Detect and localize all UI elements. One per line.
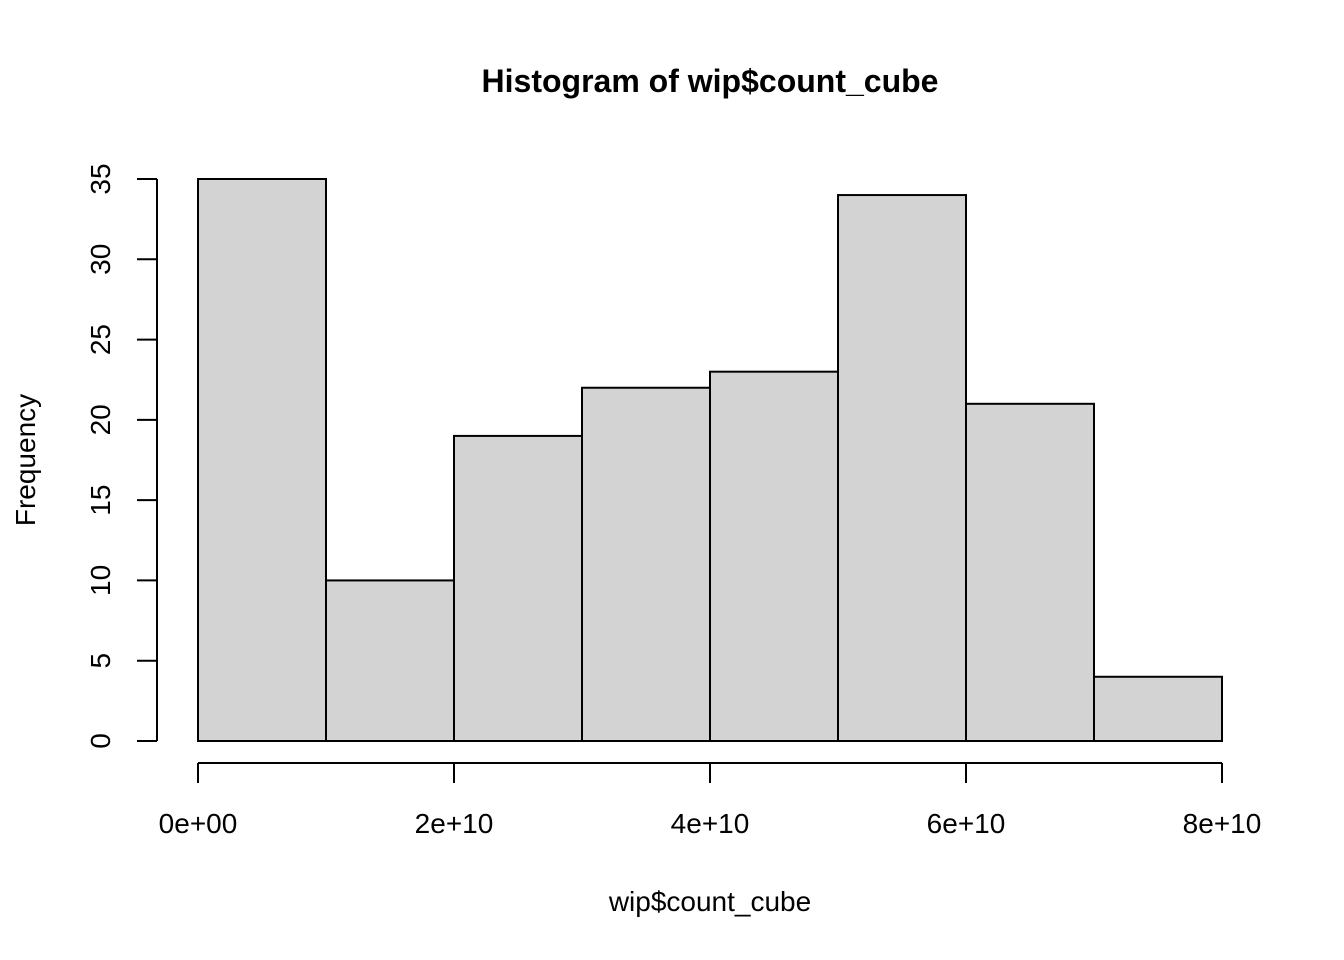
x-axis-label: wip$count_cube [608, 886, 811, 917]
bars-group [197, 178, 1223, 743]
y-tick-label: 0 [85, 733, 116, 749]
histogram-bar [581, 386, 711, 742]
y-tick-label: 35 [85, 163, 116, 194]
histogram-bar [1093, 675, 1223, 742]
y-tick-label: 25 [85, 324, 116, 355]
y-tick-label: 30 [85, 244, 116, 275]
x-tick-label: 6e+10 [927, 808, 1006, 839]
x-tick-label: 2e+10 [415, 808, 494, 839]
histogram-bar [325, 579, 455, 743]
x-axis: 0e+00 2e+10 4e+10 6e+10 8e+10 [159, 762, 1262, 839]
y-tick-label: 20 [85, 404, 116, 435]
y-tick-label: 5 [85, 653, 116, 669]
y-axis: 0 5 10 15 20 25 30 35 [85, 163, 158, 749]
histogram-bar [965, 402, 1095, 742]
chart-title: Histogram of wip$count_cube [482, 63, 939, 99]
x-tick-label: 0e+00 [159, 808, 238, 839]
y-tick-label: 10 [85, 565, 116, 596]
x-tick-label: 8e+10 [1183, 808, 1262, 839]
y-axis-label: Frequency [10, 394, 41, 526]
x-tick-label: 4e+10 [671, 808, 750, 839]
histogram-bar [197, 178, 327, 742]
histogram-bar [837, 194, 967, 743]
histogram-bar [453, 434, 583, 742]
histogram-bar [709, 370, 839, 742]
y-tick-label: 15 [85, 485, 116, 516]
